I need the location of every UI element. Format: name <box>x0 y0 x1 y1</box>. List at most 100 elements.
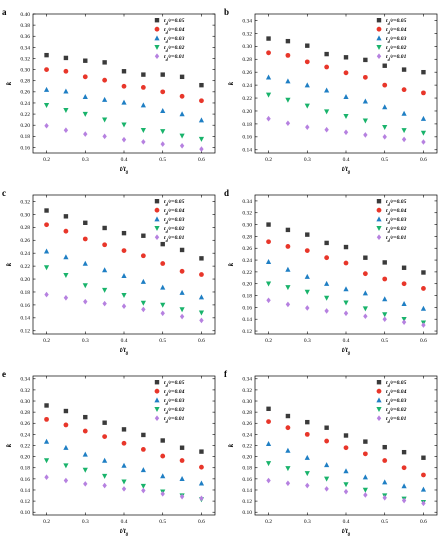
data-point <box>401 281 407 287</box>
data-point <box>102 77 108 83</box>
data-point <box>160 89 166 95</box>
x-tick-label: 0.3 <box>304 519 311 525</box>
data-point <box>343 55 349 60</box>
x-tick-label: 0.4 <box>343 338 350 344</box>
legend-rest: /r=0.05 <box>389 18 407 24</box>
y-tick-label: 0.26 <box>20 238 30 244</box>
legend-entry: td/r=0.04 <box>386 389 407 397</box>
x-tick-label: 0.3 <box>82 157 89 163</box>
legend: td/r=0.05td/r=0.04td/r=0.03td/r=0.02td/r… <box>154 380 185 424</box>
legend-marker <box>154 207 160 213</box>
y-tick-label: 0.24 <box>242 258 252 264</box>
plot-frame <box>32 13 216 154</box>
legend-entry: td/r=0.02 <box>386 45 407 53</box>
legend-sub: d <box>166 211 169 216</box>
data-point <box>266 36 271 41</box>
y-tick-label: 0.12 <box>20 329 30 335</box>
legend-t: t <box>386 235 388 241</box>
data-point <box>121 303 127 309</box>
legend-t: t <box>164 416 166 422</box>
data-point <box>44 122 49 129</box>
data-point <box>343 70 349 76</box>
data-point <box>343 286 349 292</box>
data-point <box>324 462 330 468</box>
data-point <box>83 414 88 420</box>
data-point <box>199 272 204 277</box>
x-tick-label: 0.6 <box>420 519 427 525</box>
data-point <box>305 419 310 425</box>
x-tick-label: 0.6 <box>198 157 205 163</box>
y-tick-label: 0.18 <box>20 466 30 472</box>
legend-rest: /r=0.05 <box>389 199 407 205</box>
data-point <box>420 305 427 311</box>
data-point <box>102 267 108 273</box>
legend-marker <box>154 45 160 50</box>
data-point <box>179 313 185 320</box>
data-point <box>44 67 49 72</box>
data-point <box>121 248 127 254</box>
y-tick-label: 0.14 <box>242 488 252 494</box>
data-point <box>63 254 69 260</box>
panel-label: b <box>224 7 229 17</box>
legend-t: t <box>386 45 388 51</box>
data-point <box>140 278 146 284</box>
series-0-05 <box>266 36 426 75</box>
legend-entry: td/r=0.04 <box>164 27 185 35</box>
x-tick-label: 0.3 <box>82 519 89 525</box>
x-axis-label: t/t0 <box>120 527 129 538</box>
data-point <box>199 449 204 454</box>
legend-sub: d <box>166 21 169 26</box>
panel-label: a <box>2 7 7 17</box>
y-axis-label: k <box>227 262 235 266</box>
data-point <box>265 441 272 447</box>
data-point <box>285 480 291 487</box>
data-point <box>421 270 426 275</box>
legend-rest: /r=0.04 <box>389 389 407 395</box>
data-point <box>199 317 204 324</box>
legend-rest: /r=0.01 <box>167 54 185 60</box>
y-tick-label: 0.40 <box>20 12 30 18</box>
series-0-02 <box>265 92 427 136</box>
legend-t: t <box>164 407 166 413</box>
data-point <box>362 487 368 493</box>
data-point <box>343 433 349 438</box>
legend-rest: /r=0.02 <box>389 407 407 413</box>
legend-t: t <box>164 226 166 232</box>
series-0-01 <box>266 477 426 507</box>
legend-rest: /r=0.03 <box>389 36 407 42</box>
data-point <box>141 139 146 145</box>
legend-marker <box>154 397 160 403</box>
y-tick-label: 0.14 <box>242 317 252 323</box>
legend-sub: d <box>388 419 391 424</box>
y-tick-label: 0.16 <box>242 305 252 311</box>
data-point <box>324 425 329 430</box>
y-tick-label: 0.16 <box>20 145 30 151</box>
data-point <box>199 146 204 152</box>
legend-marker <box>154 216 160 222</box>
legend: td/r=0.05td/r=0.04td/r=0.03td/r=0.02td/r… <box>376 380 407 424</box>
y-tick-label: 0.28 <box>242 57 252 63</box>
data-point <box>266 419 271 424</box>
y-tick-label: 0.22 <box>20 443 30 449</box>
x-axis-label-subscript: 0 <box>126 352 129 357</box>
data-point <box>265 74 272 80</box>
data-point <box>102 242 108 248</box>
data-point <box>304 82 310 88</box>
y-tick-label: 0.36 <box>20 34 30 40</box>
legend-entry: td/r=0.02 <box>386 407 407 415</box>
data-point <box>324 280 330 286</box>
data-point <box>199 495 204 502</box>
legend-rest: /r=0.05 <box>167 18 185 24</box>
data-point <box>102 133 107 140</box>
data-point <box>140 446 146 452</box>
data-point <box>179 476 185 482</box>
data-point <box>382 134 387 140</box>
x-axis-label-subscript: 0 <box>348 533 351 538</box>
legend-marker <box>154 199 160 204</box>
data-point <box>199 82 204 88</box>
data-point <box>43 86 50 92</box>
series-0-01 <box>44 474 204 502</box>
legend-marker <box>376 18 382 23</box>
data-point <box>285 285 291 291</box>
data-point <box>102 457 108 463</box>
